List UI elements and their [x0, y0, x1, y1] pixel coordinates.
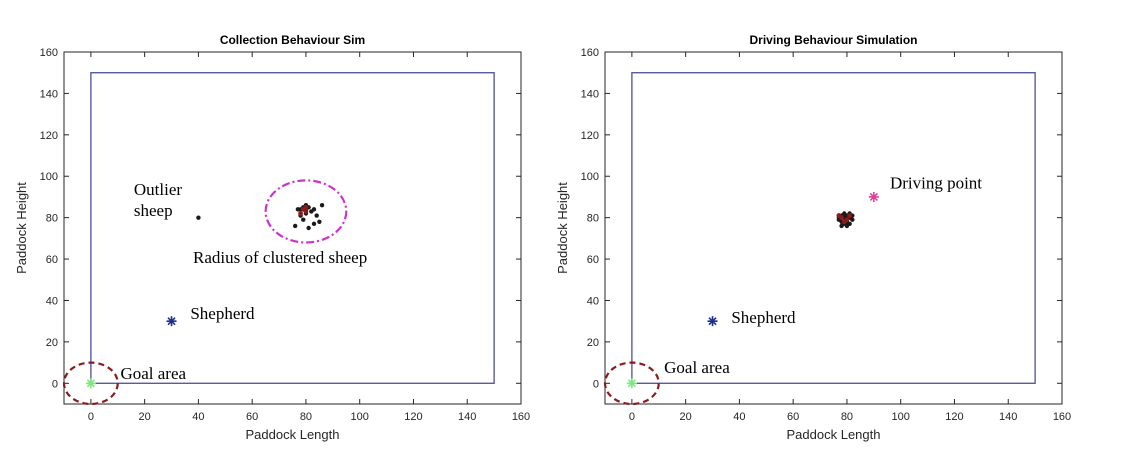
paddock-boundary [631, 72, 1036, 384]
sheep-point [844, 223, 850, 229]
sheep-point [314, 213, 319, 218]
axes-box [63, 51, 522, 405]
sheep-point [317, 219, 322, 224]
y-tick-label: 60 [587, 254, 599, 266]
y-tick-label: 40 [587, 295, 599, 307]
y-tick-label: 60 [46, 254, 58, 266]
sheep-point [196, 215, 201, 220]
y-tick-label: 0 [52, 378, 58, 390]
x-tick-label: 120 [404, 411, 422, 423]
paddock-boundary [90, 72, 495, 384]
annotation-line: Goal area [120, 364, 186, 383]
y-tick-label: 80 [587, 213, 599, 225]
x-tick-label: 100 [351, 411, 369, 423]
annotation-text: Shepherd [731, 308, 796, 327]
sheep-point [292, 223, 298, 229]
x-tick-label: 20 [139, 411, 151, 423]
sheep-point-highlight [303, 209, 309, 214]
x-tick-label: 40 [192, 411, 204, 423]
sheep-point [839, 223, 844, 229]
y-tick-label: 100 [40, 171, 58, 183]
x-axis-label: Paddock Length [787, 427, 881, 442]
annotation-line: Shepherd [731, 308, 796, 327]
sheep-point [319, 203, 325, 208]
annotation-text: Outlier sheep [134, 180, 182, 220]
y-axis-label: Paddock Height [14, 182, 29, 274]
annotation-text: Goal area [120, 364, 186, 383]
y-tick-label: 120 [581, 130, 599, 142]
x-tick-label: 60 [787, 411, 799, 423]
sheep-point-highlight [847, 213, 853, 218]
annotation-text: Driving point [890, 174, 982, 193]
sheep-point-highlight [836, 213, 842, 218]
annotation-line: Shepherd [190, 304, 255, 323]
axes-box [604, 51, 1063, 405]
x-tick-label: 100 [892, 411, 910, 423]
x-tick-label: 140 [999, 411, 1017, 423]
chart-title: Collection Behaviour Sim [220, 33, 365, 47]
cluster-radius-circle [264, 179, 348, 244]
x-tick-label: 0 [629, 411, 635, 423]
x-tick-label: 80 [841, 411, 853, 423]
driving-point-marker [868, 191, 879, 202]
goal-marker [85, 378, 96, 389]
y-tick-label: 160 [40, 47, 58, 59]
goal-marker [626, 378, 637, 389]
sheep-point [850, 217, 855, 222]
x-tick-label: 160 [1053, 411, 1071, 423]
sheep-point [301, 217, 306, 222]
sheep-point [311, 207, 317, 212]
y-tick-label: 20 [587, 337, 599, 349]
annotation-line: Goal area [664, 358, 730, 377]
annotation-text: Goal area [664, 358, 730, 377]
annotation-line: sheep [134, 201, 173, 220]
chart-title: Driving Behaviour Simulation [749, 33, 917, 47]
annotation-line: Driving point [890, 174, 982, 193]
x-tick-label: 20 [680, 411, 692, 423]
sheep-point [306, 225, 311, 231]
annotation-text: Shepherd [190, 304, 255, 323]
sheep-point-highlight [303, 204, 309, 210]
y-tick-label: 120 [40, 130, 58, 142]
x-tick-label: 80 [300, 411, 312, 423]
y-axis-label: Paddock Height [555, 182, 570, 274]
x-tick-label: 160 [512, 411, 530, 423]
y-tick-label: 140 [40, 88, 58, 100]
goal-area-circle [62, 361, 119, 406]
annotation-line: Outlier [134, 180, 182, 199]
y-tick-label: 40 [46, 295, 58, 307]
x-tick-label: 60 [246, 411, 258, 423]
x-tick-label: 40 [733, 411, 745, 423]
x-tick-label: 0 [88, 411, 94, 423]
annotation-text: Radius of clustered sheep [193, 248, 367, 267]
y-tick-label: 80 [46, 213, 58, 225]
sheep-point-highlight [841, 219, 847, 225]
x-tick-label: 140 [458, 411, 476, 423]
sheep-point [311, 221, 317, 227]
y-tick-label: 0 [593, 378, 599, 390]
x-tick-label: 120 [945, 411, 963, 423]
y-tick-label: 20 [46, 337, 58, 349]
shepherd-marker [166, 316, 177, 327]
shepherd-marker [707, 316, 718, 327]
y-tick-label: 160 [581, 47, 599, 59]
chart-panel-1: 0 20 40 60 80 100 120 140 160 0 20 40 60 80 100 120 140 1… [14, 33, 530, 442]
sheep-point-highlight [298, 211, 303, 216]
x-axis-label: Paddock Length [246, 427, 340, 442]
y-tick-label: 140 [581, 88, 599, 100]
goal-area-circle [603, 361, 660, 406]
annotation-line: Radius of clustered sheep [193, 248, 367, 267]
y-tick-label: 100 [581, 171, 599, 183]
chart-panel-2: 0 20 40 60 80 100 120 140 160 0 20 40 60 80 100 120 140 1… [555, 33, 1071, 442]
